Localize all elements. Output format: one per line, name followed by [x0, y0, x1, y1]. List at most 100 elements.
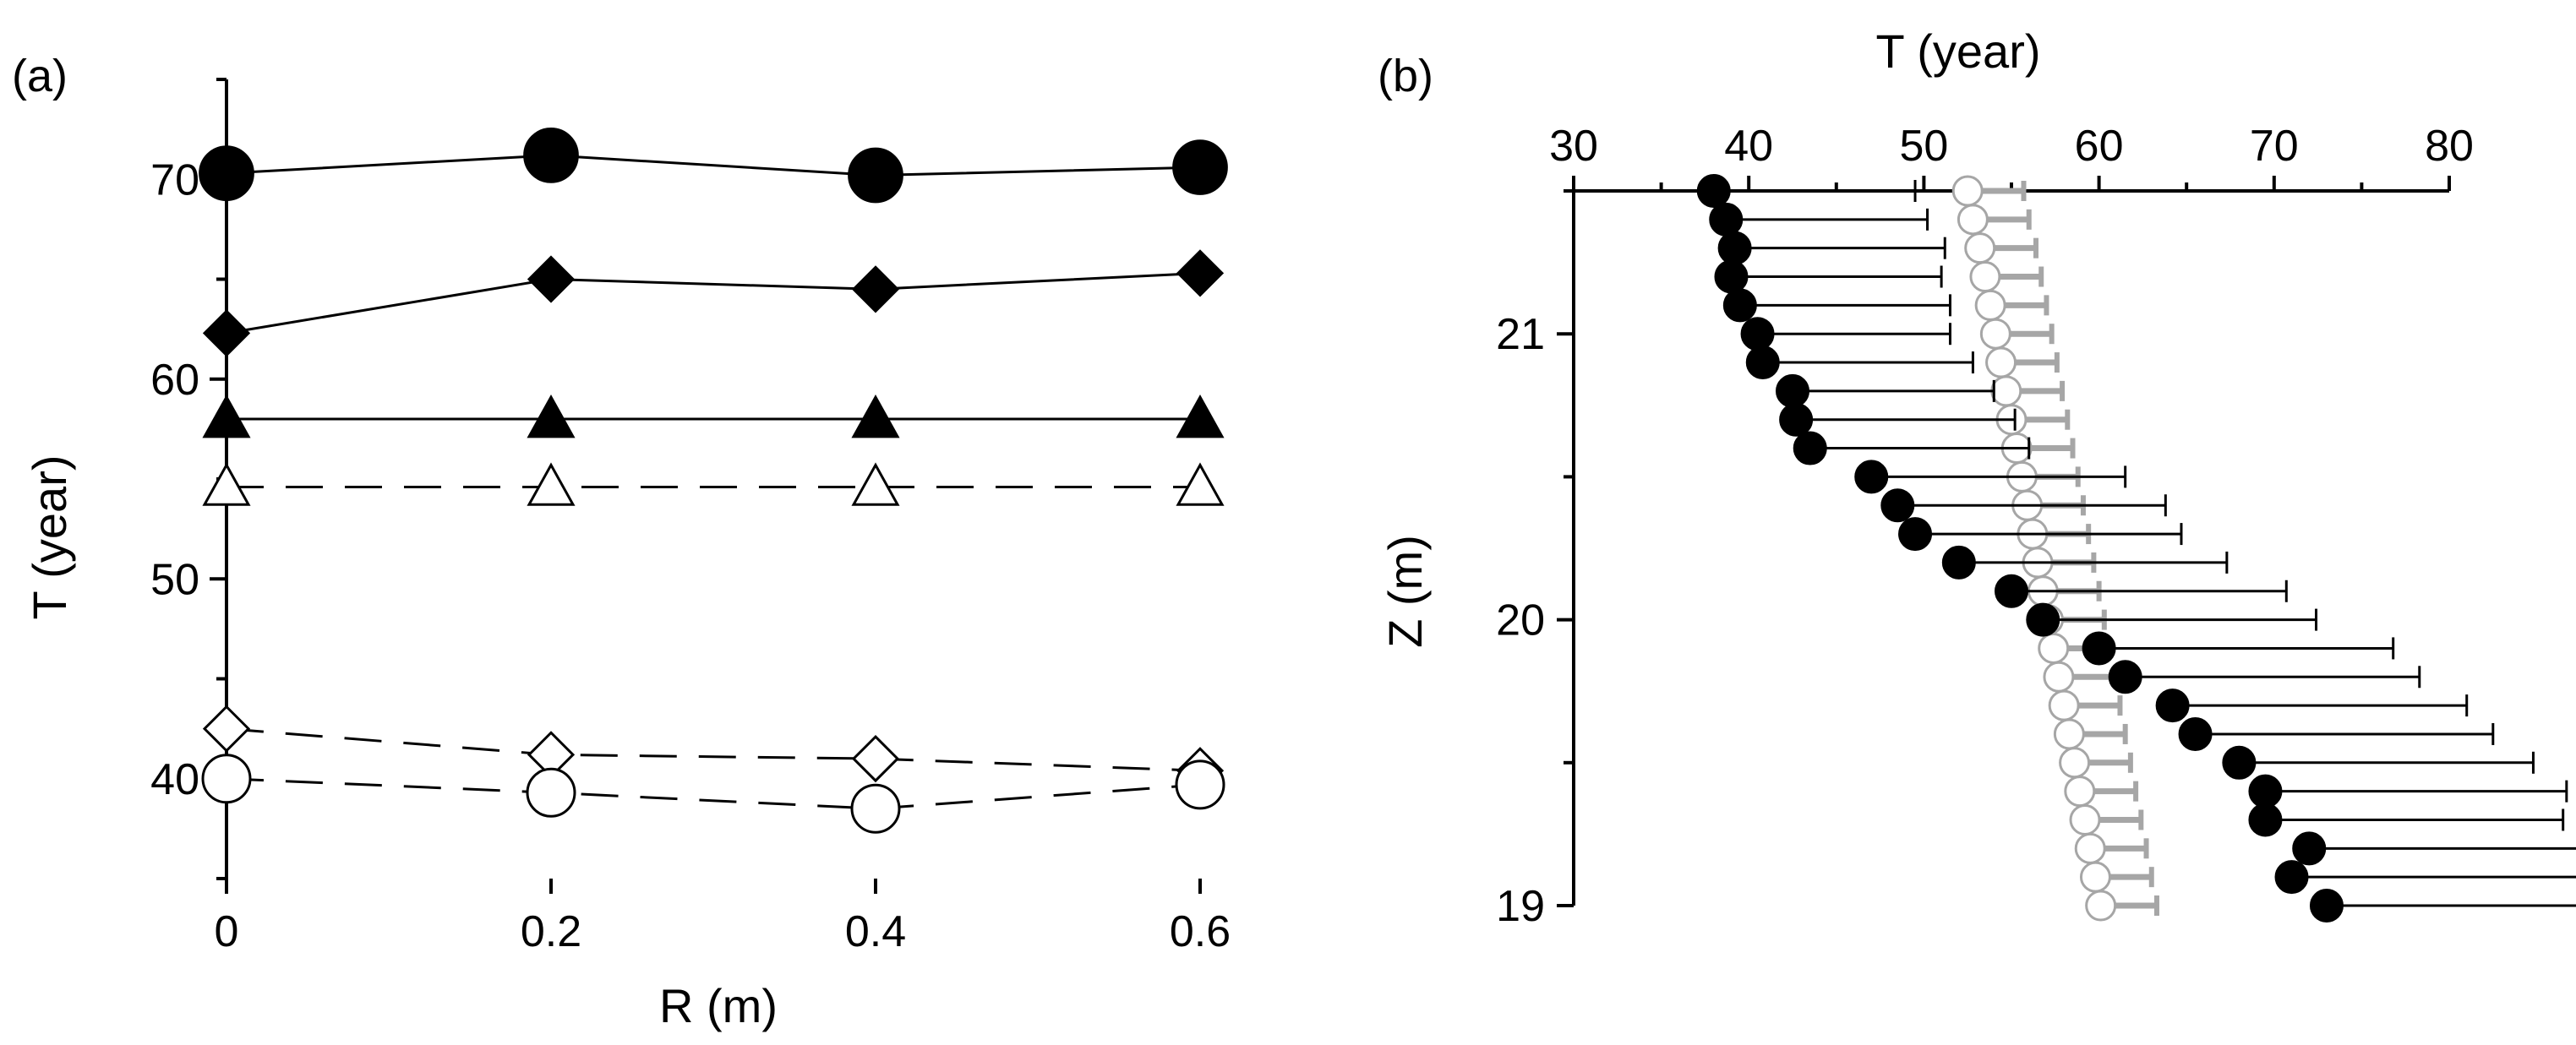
panel-a-label: (a) — [12, 51, 68, 101]
panel-a-data-point — [202, 309, 251, 357]
panel-a-series-line — [226, 271, 1201, 335]
panel-b-black-point — [2309, 889, 2344, 923]
panel-a-x-tick-label: 0.2 — [521, 907, 581, 956]
panel-b-black-point — [1793, 431, 1827, 465]
panel-b-y-tick-label: 21 — [1496, 310, 1545, 359]
panel-a-x-tick-label: 0.4 — [845, 907, 906, 956]
panel-b-black-point — [2082, 631, 2116, 666]
panel-b-black-point — [1776, 373, 1809, 408]
panel-a-data-point — [1176, 394, 1225, 438]
panel-b-x-axis-title: T (year) — [1876, 24, 2041, 78]
panel-b-x-tick-label: 60 — [2075, 122, 2124, 171]
panel-b-grey-point — [1964, 232, 1996, 264]
panel-b-black-point — [2222, 745, 2257, 780]
panel-b-label: (b) — [1378, 51, 1433, 101]
panel-b-x-tick-label: 40 — [1724, 122, 1773, 171]
panel-a-data-point — [1172, 139, 1228, 195]
panel-b-y-tick-label: 20 — [1496, 596, 1545, 645]
panel-a-data-point — [202, 462, 251, 506]
panel-b-grey-point — [2064, 776, 2096, 808]
panel-a-y-tick-label: 40 — [150, 755, 199, 804]
panel-a-data-point — [851, 265, 900, 313]
panel-b-black-point — [1854, 460, 1889, 494]
panel-b-grey-point — [1957, 204, 1989, 236]
panel-b-grey-point — [2053, 718, 2085, 750]
panel-a-series — [201, 754, 1225, 834]
panel-b-grey-point — [1969, 261, 2001, 293]
panel-b-grey-point — [1951, 175, 1984, 207]
panel-a-series — [199, 128, 1228, 204]
panel-b-black-point — [2178, 716, 2213, 751]
panel-b-grey-point — [1979, 318, 2011, 350]
panel-b-black-point — [1880, 488, 1915, 523]
panel-b-grey-point — [2074, 832, 2106, 864]
panel-b-black-point — [1696, 174, 1731, 208]
panel-a-data-point — [523, 128, 579, 183]
panel-a-data-point — [851, 394, 900, 438]
panel-a-series — [202, 462, 1225, 506]
panel-a-data-point — [201, 754, 252, 804]
panel-b-x-tick-label: 70 — [2250, 122, 2299, 171]
panel-a-data-point — [848, 147, 903, 204]
panel-a-series — [202, 249, 1225, 357]
panel-b-black-point — [1740, 317, 1775, 351]
panel-b-black-point — [2274, 860, 2309, 895]
panel-a-x-tick-label: 0 — [215, 907, 239, 956]
panel-b-black-point — [2026, 602, 2060, 637]
panel-b-x-tick-label: 50 — [1899, 122, 1948, 171]
panel-a-y-tick-label: 70 — [150, 155, 199, 204]
panel-b: (b) T (year) Z (m) 30 40 50 60 70 80 19 20 21 — [1378, 24, 2576, 931]
panel-b-y-axis-title: Z (m) — [1378, 535, 1432, 648]
panel-b-black-point — [1745, 346, 1780, 380]
panel-b-black-point — [1722, 288, 1757, 323]
panel-a-data-point — [850, 783, 901, 834]
panel-b-grey-point — [1990, 375, 2022, 407]
panel-b-grey-point — [2038, 632, 2070, 664]
panel-b-grey-point — [2048, 689, 2080, 721]
panel-b-x-tick-label: 30 — [1549, 122, 1598, 171]
panel-b-grey-point — [2059, 747, 2091, 779]
panel-b-black-point — [1898, 517, 1933, 552]
panel-b-black-point — [1714, 259, 1749, 294]
panel-a-data-point — [202, 394, 251, 438]
panel-a-data-point — [199, 145, 254, 202]
panel-b-grey-point — [1974, 289, 2006, 321]
panel-b-grey-point — [2069, 803, 2101, 835]
panel-a-y-tick-label: 60 — [150, 356, 199, 405]
panel-b-grey-point — [1985, 346, 2017, 378]
panel-a-data-point — [526, 767, 576, 818]
panel-a-series-line — [226, 727, 1201, 772]
panel-a-x-tick-label: 0.6 — [1170, 907, 1231, 956]
panel-b-black-point — [2108, 660, 2142, 694]
panel-b-black-point — [1709, 202, 1744, 237]
panel-b-black-point — [1941, 545, 1976, 580]
panel-a: (a) R (m) T (year) 40 50 60 70 0 0.2 0.4 0.6 — [12, 51, 1231, 1032]
panel-b-grey-point — [2043, 661, 2075, 693]
panel-b-black-point — [2292, 831, 2327, 866]
panel-b-series-black — [1696, 174, 2576, 923]
panel-b-grey-point — [2085, 890, 2117, 922]
panel-a-y-tick-label: 50 — [150, 555, 199, 604]
panel-b-black-point — [1779, 402, 1814, 437]
panel-b-black-point — [2248, 803, 2283, 837]
panel-a-data-point — [527, 394, 576, 438]
panel-a-data-point — [202, 705, 251, 753]
panel-a-series — [202, 705, 1225, 795]
panel-a-series-line — [226, 154, 1201, 177]
panel-b-grey-point — [2079, 861, 2111, 893]
panel-a-data-point — [1176, 249, 1225, 297]
panel-a-data-point — [1176, 462, 1225, 506]
panel-b-x-tick-label: 80 — [2425, 122, 2474, 171]
panel-b-y-tick-label: 19 — [1496, 882, 1545, 931]
panel-a-data-point — [851, 734, 900, 783]
panel-b-black-point — [1717, 231, 1752, 265]
panel-a-data-point — [527, 462, 576, 506]
panel-a-data-point — [527, 255, 576, 303]
panel-a-y-axis-title: T (year) — [23, 455, 76, 620]
panel-a-series-line — [226, 777, 1201, 810]
panel-a-data-point — [1175, 759, 1225, 810]
panel-b-black-point — [2248, 774, 2283, 808]
panel-b-series-grey — [1951, 175, 2159, 922]
panel-b-black-point — [2155, 689, 2190, 723]
